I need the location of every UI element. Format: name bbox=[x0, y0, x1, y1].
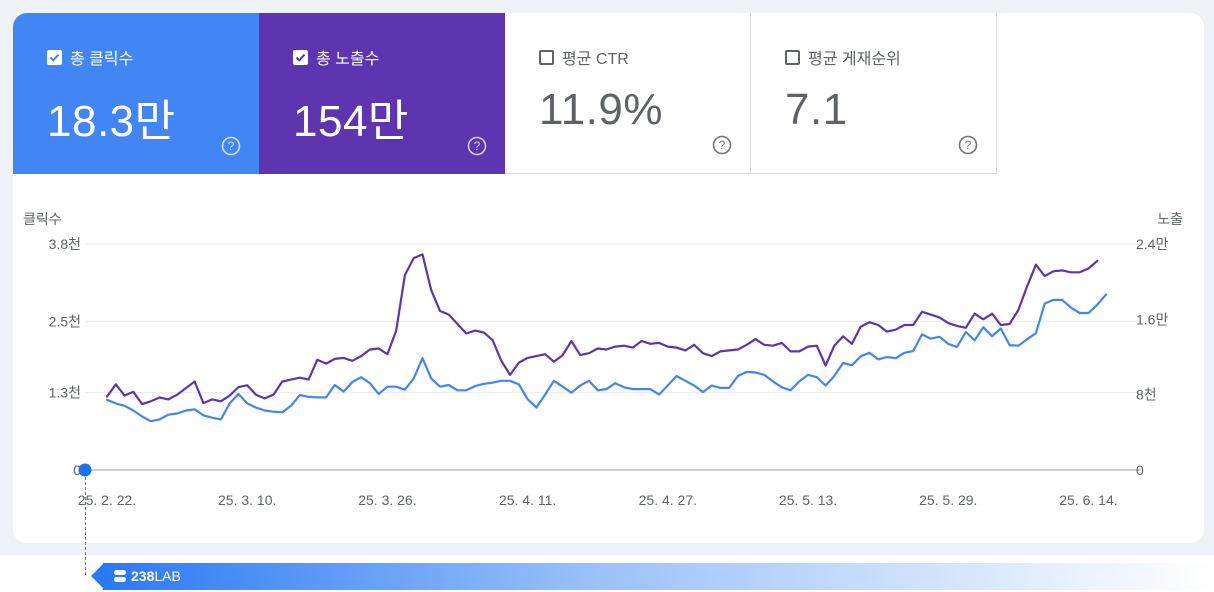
x-tick-label: 25. 3. 26. bbox=[358, 492, 416, 508]
card-value: 154만 bbox=[293, 97, 409, 146]
svg-text:?: ? bbox=[719, 138, 726, 152]
card-label: 총 클릭수 bbox=[70, 51, 134, 68]
help-icon[interactable]: ? bbox=[712, 135, 732, 155]
card-average-ctr[interactable]: 평균 CTR 11.9% ? bbox=[505, 13, 751, 174]
svg-text:?: ? bbox=[228, 139, 235, 153]
card-total-clicks[interactable]: 총 클릭수 18.3만 ? bbox=[13, 13, 259, 174]
x-tick-label: 25. 2. 22. bbox=[78, 492, 136, 508]
performance-panel: 총 클릭수 18.3만 ? 총 노출수 154만 ? bbox=[13, 13, 1204, 543]
right-axis-title: 노출 bbox=[1157, 211, 1183, 227]
left-axis-title: 클릭수 bbox=[23, 211, 62, 227]
footer-arrow bbox=[91, 563, 104, 589]
clicks-series-line bbox=[105, 293, 1108, 423]
help-icon[interactable]: ? bbox=[467, 136, 487, 156]
x-tick-label: 25. 6. 14. bbox=[1059, 492, 1117, 508]
left-y-tick-label: 2.5천 bbox=[49, 313, 81, 329]
x-tick-label: 25. 4. 27. bbox=[639, 492, 697, 508]
left-y-tick-label: 3.8천 bbox=[49, 236, 81, 252]
logo-text: LAB bbox=[154, 568, 181, 584]
svg-text:?: ? bbox=[965, 138, 972, 152]
card-label: 총 노출수 bbox=[316, 51, 380, 68]
x-tick-label: 25. 5. 29. bbox=[919, 492, 977, 508]
right-y-tick-label: 0 bbox=[1136, 462, 1144, 478]
x-tick-label: 25. 3. 10. bbox=[218, 492, 276, 508]
card-label: 평균 CTR bbox=[562, 51, 629, 68]
card-value: 18.3만 bbox=[47, 97, 176, 146]
card-head: 평균 CTR bbox=[539, 45, 629, 69]
impressions-series-line bbox=[105, 253, 1099, 406]
card-value: 7.1 bbox=[785, 85, 848, 134]
performance-line-chart: 클릭수 노출 3.8천 2.5천 1.3천 0 2.4만 1.6만 8천 0 25. 2. 2… bbox=[23, 211, 1183, 508]
svg-text:?: ? bbox=[474, 139, 481, 153]
left-y-tick-label: 0 bbox=[73, 462, 81, 478]
right-y-tick-label: 1.6만 bbox=[1136, 311, 1168, 327]
checkbox-checked-icon[interactable] bbox=[47, 49, 62, 65]
card-head: 총 클릭수 bbox=[47, 45, 133, 69]
timeline-marker-line bbox=[85, 477, 86, 575]
timeline-marker-dot[interactable] bbox=[78, 463, 92, 477]
card-label: 평균 게재순위 bbox=[808, 51, 901, 68]
card-head: 총 노출수 bbox=[293, 45, 379, 69]
help-icon[interactable]: ? bbox=[221, 136, 241, 156]
right-y-tick-label: 8천 bbox=[1136, 387, 1157, 403]
card-total-impressions[interactable]: 총 노출수 154만 ? bbox=[259, 13, 505, 174]
logo-number: 238 bbox=[131, 568, 155, 584]
logo-icon bbox=[114, 570, 126, 582]
card-average-position[interactable]: 평균 게재순위 7.1 ? bbox=[751, 13, 997, 174]
checkbox-unchecked-icon[interactable] bbox=[785, 49, 800, 65]
right-y-tick-label: 2.4만 bbox=[1136, 236, 1168, 252]
card-head: 평균 게재순위 bbox=[785, 45, 901, 69]
card-value: 11.9% bbox=[539, 85, 663, 134]
x-tick-label: 25. 5. 13. bbox=[779, 492, 837, 508]
checkbox-unchecked-icon[interactable] bbox=[539, 49, 554, 65]
left-y-tick-label: 1.3천 bbox=[49, 385, 81, 401]
checkbox-checked-icon[interactable] bbox=[293, 49, 308, 65]
x-tick-label: 25. 4. 11. bbox=[499, 492, 556, 508]
help-icon[interactable]: ? bbox=[958, 135, 978, 155]
footer-logo: 238 LAB bbox=[113, 568, 181, 584]
footer-banner bbox=[103, 563, 1214, 590]
metric-cards: 총 클릭수 18.3만 ? 총 노출수 154만 ? bbox=[13, 13, 997, 174]
